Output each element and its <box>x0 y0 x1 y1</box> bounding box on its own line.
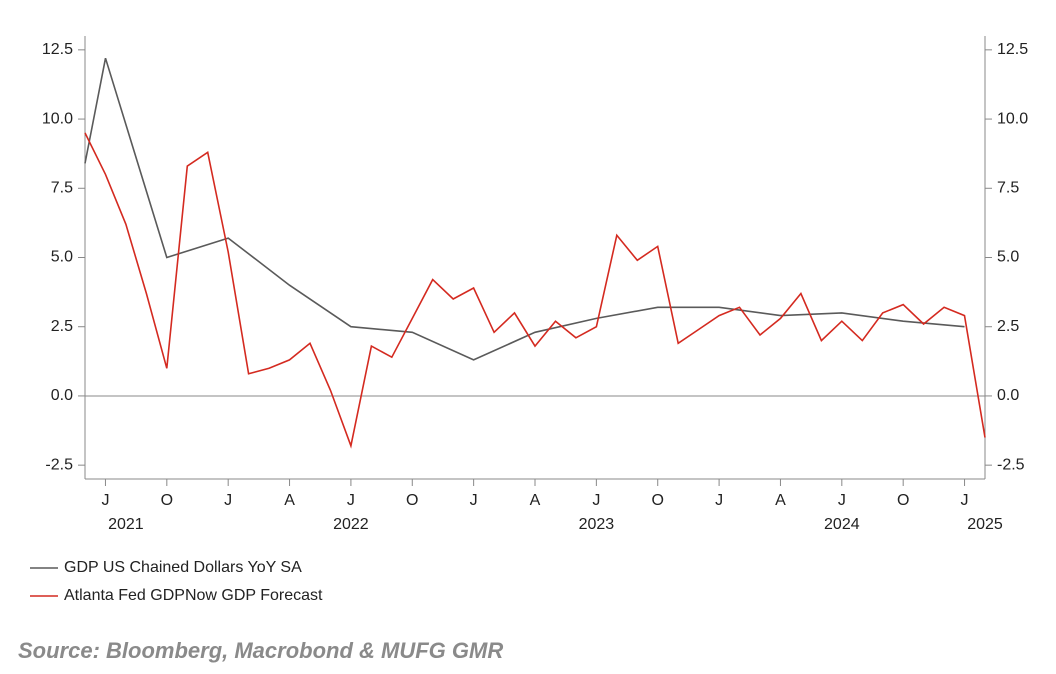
x-year-label: 2025 <box>967 516 1003 533</box>
x-tick-label: O <box>897 492 909 509</box>
x-tick-label: O <box>161 492 173 509</box>
x-tick-label: A <box>530 492 541 509</box>
x-tick-label: O <box>406 492 418 509</box>
x-tick-label: J <box>347 492 355 509</box>
x-tick-label: A <box>284 492 295 509</box>
x-tick-label: J <box>101 492 109 509</box>
y2-tick-label: 12.5 <box>997 41 1028 58</box>
legend-label: GDP US Chained Dollars YoY SA <box>64 559 302 576</box>
x-year-label: 2021 <box>108 516 144 533</box>
x-tick-label: J <box>592 492 600 509</box>
y2-tick-label: 10.0 <box>997 110 1028 127</box>
x-tick-label: J <box>224 492 232 509</box>
x-tick-label: A <box>775 492 786 509</box>
y2-tick-label: 7.5 <box>997 180 1019 197</box>
y-tick-label: 0.0 <box>51 387 73 404</box>
y-tick-label: -2.5 <box>45 456 73 473</box>
y-tick-label: 10.0 <box>42 110 73 127</box>
y-tick-label: 2.5 <box>51 318 73 335</box>
y-tick-label: 5.0 <box>51 249 73 266</box>
y2-tick-label: 0.0 <box>997 387 1019 404</box>
x-tick-label: J <box>470 492 478 509</box>
y2-tick-label: 5.0 <box>997 249 1019 266</box>
x-tick-label: J <box>961 492 969 509</box>
x-tick-label: O <box>652 492 664 509</box>
x-tick-label: J <box>838 492 846 509</box>
source-note: Source: Bloomberg, Macrobond & MUFG GMR <box>18 638 503 663</box>
legend-label: Atlanta Fed GDPNow GDP Forecast <box>64 587 323 604</box>
y2-tick-label: -2.5 <box>997 456 1025 473</box>
series-line <box>84 132 986 449</box>
y-tick-label: 7.5 <box>51 180 73 197</box>
x-tick-label: J <box>715 492 723 509</box>
y-tick-label: 12.5 <box>42 41 73 58</box>
x-year-label: 2024 <box>824 516 860 533</box>
x-year-label: 2022 <box>333 516 369 533</box>
y2-tick-label: 2.5 <box>997 318 1019 335</box>
series-line <box>84 57 965 361</box>
x-year-label: 2023 <box>579 516 615 533</box>
